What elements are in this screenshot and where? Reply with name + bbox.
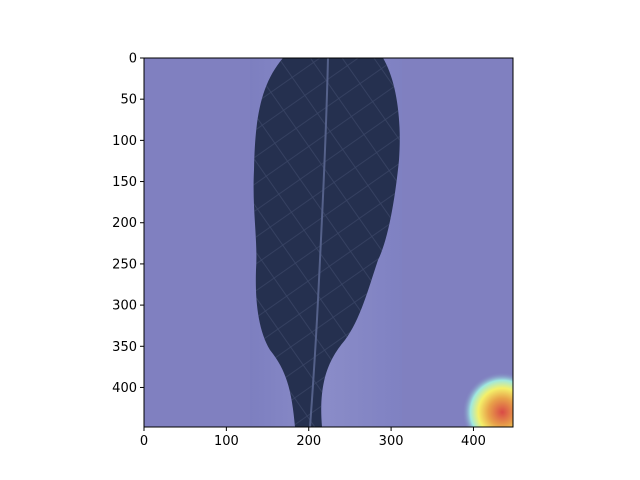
y-tick-label: 200	[112, 216, 137, 231]
x-tick-label: 0	[140, 434, 148, 449]
heatmap-hotspot	[462, 372, 513, 427]
heatmap-image	[144, 58, 513, 427]
y-tick-label: 400	[112, 381, 137, 396]
x-tick-label: 200	[296, 434, 321, 449]
y-tick-label: 50	[120, 93, 137, 108]
y-tick-label: 250	[112, 257, 137, 272]
x-tick-label: 300	[379, 434, 404, 449]
y-tick-label: 100	[112, 134, 137, 149]
x-axis: 0 100 200 300 400	[140, 427, 486, 449]
x-tick-label: 400	[461, 434, 486, 449]
y-tick-label: 350	[112, 340, 137, 355]
leaf-midrib	[309, 58, 329, 427]
x-tick-label: 100	[214, 434, 239, 449]
y-tick-label: 0	[129, 52, 137, 67]
y-axis: 0 50 100 150 200 250 300 350 400	[112, 52, 144, 396]
y-tick-label: 300	[112, 299, 137, 314]
axes-frame	[143, 57, 514, 428]
y-tick-label: 150	[112, 175, 137, 190]
leaf-texture	[253, 58, 400, 427]
